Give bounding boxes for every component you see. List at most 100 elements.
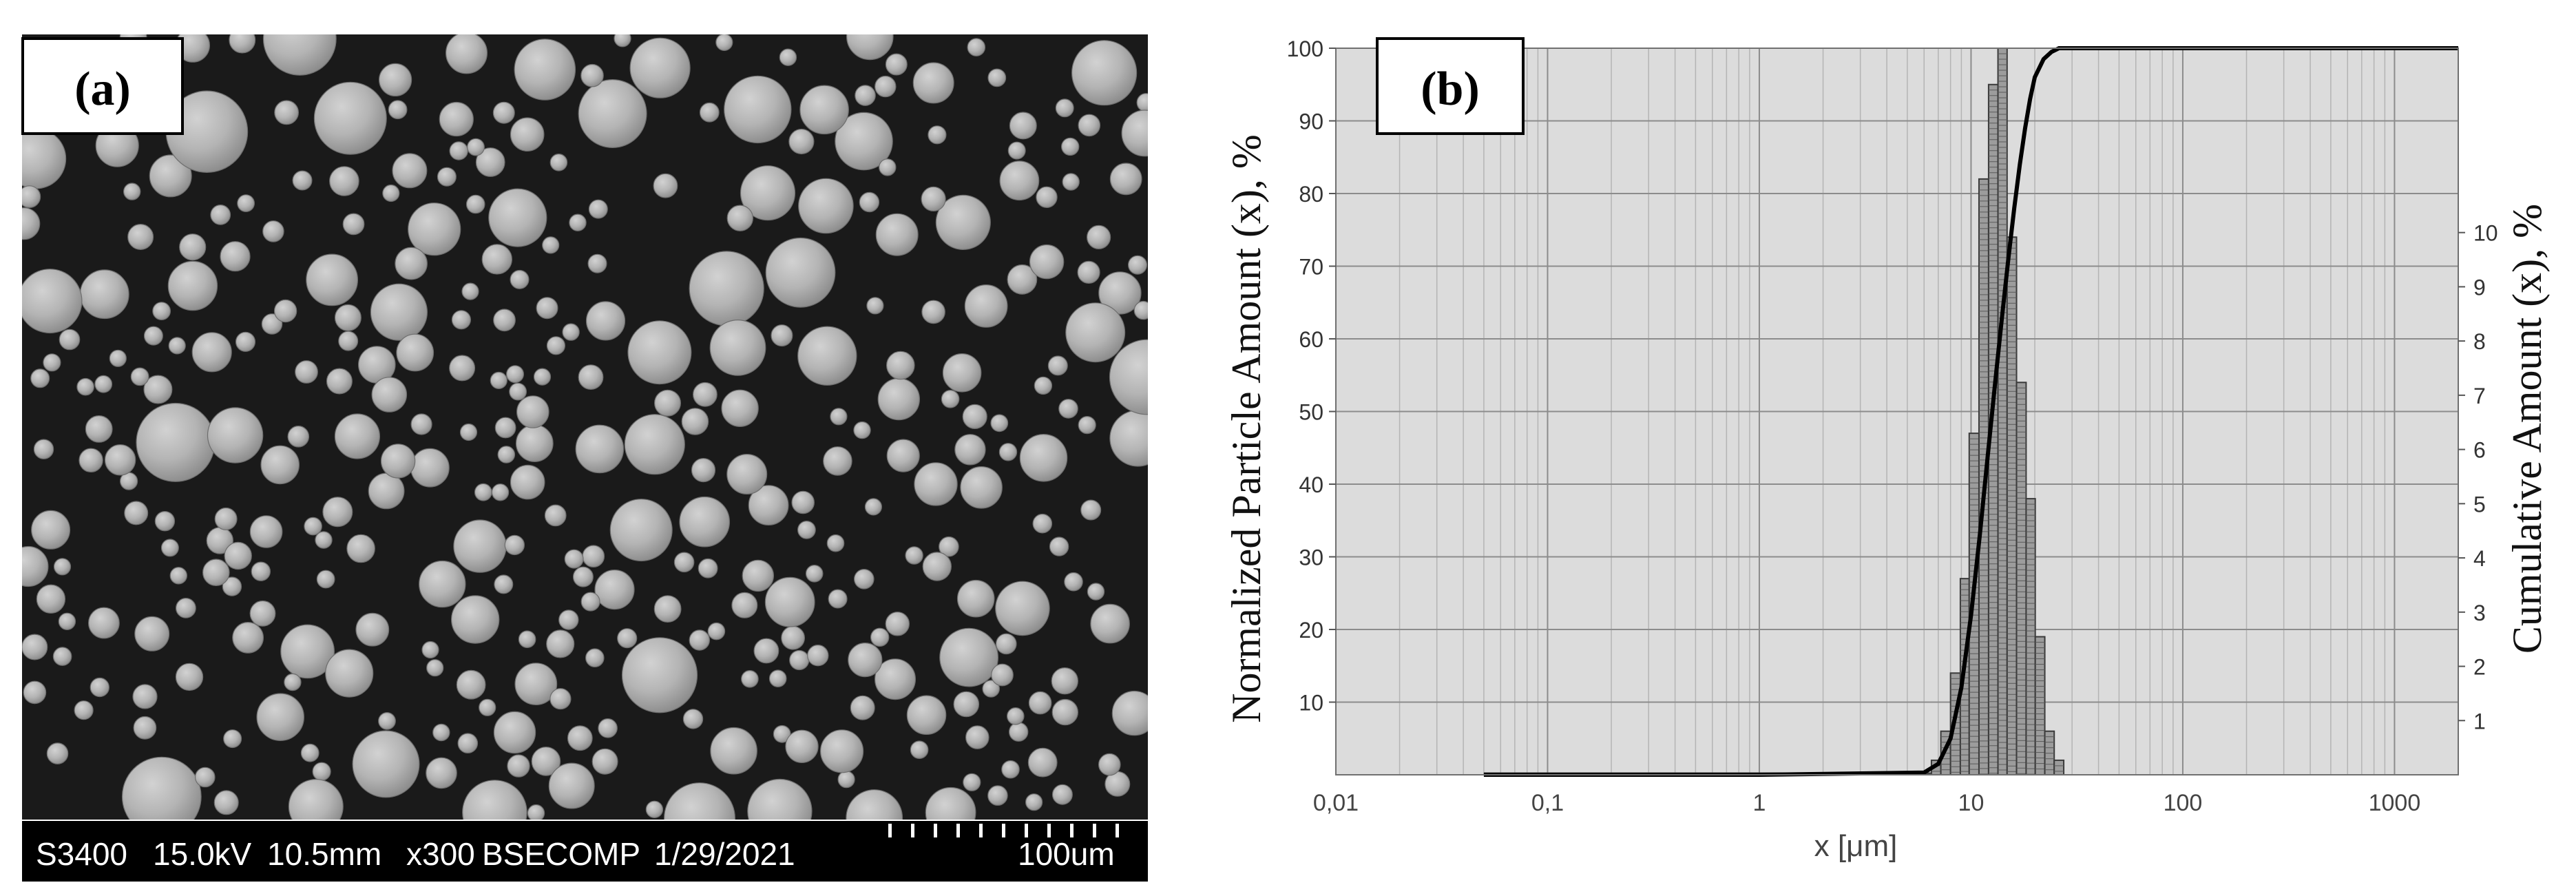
y2-axis-ticks: 1 2 3 4 5 6 7 8 9 10 (2458, 221, 2498, 733)
y-tick-label: 10 (1299, 691, 1323, 716)
powder-particle (133, 716, 157, 740)
powder-particle (575, 424, 625, 474)
powder-particle (598, 718, 618, 738)
powder-particle (288, 779, 344, 820)
powder-particle (497, 446, 516, 463)
powder-particle (76, 377, 94, 396)
powder-particle (710, 727, 757, 775)
powder-particle (169, 567, 187, 585)
powder-particle (819, 729, 864, 773)
powder-particle (764, 576, 815, 627)
powder-particle (1058, 399, 1078, 419)
powder-particle (942, 353, 982, 393)
powder-particle (287, 425, 310, 448)
powder-particle (536, 297, 558, 320)
powder-particle (885, 612, 910, 636)
powder-particle (437, 167, 457, 187)
powder-particle (510, 117, 545, 152)
powder-particle (249, 515, 283, 548)
y2-tick-label: 9 (2473, 275, 2486, 300)
powder-particle (446, 34, 488, 74)
powder-particle (488, 188, 547, 247)
powder-particle (624, 414, 685, 475)
powder-particle (516, 395, 549, 428)
powder-particle (726, 453, 768, 494)
powder-particle (220, 241, 251, 272)
powder-particle (223, 729, 242, 749)
y2-axis-label: Cumulative Amount (x), % (2504, 204, 2550, 654)
powder-particle (160, 539, 179, 557)
powder-particle (562, 323, 580, 341)
powder-particle (580, 592, 600, 612)
y-tick-label: 70 (1299, 255, 1323, 280)
powder-particle (781, 625, 805, 650)
powder-particle (585, 648, 605, 667)
powder-particle (681, 408, 709, 435)
powder-particle (578, 364, 604, 390)
powder-particle (36, 584, 66, 614)
panel-a-label-box (21, 37, 184, 135)
powder-particle (505, 365, 524, 384)
powder-particle (1080, 499, 1102, 521)
y2-tick-label: 2 (2473, 655, 2486, 680)
powder-particle (22, 207, 41, 240)
powder-particle (544, 504, 567, 527)
powder-particle (149, 154, 192, 198)
powder-particle (491, 483, 510, 501)
powder-particle (315, 531, 333, 549)
powder-particle (154, 511, 176, 532)
powder-particle (807, 645, 829, 667)
y-tick-label: 80 (1299, 182, 1323, 207)
powder-particle (614, 34, 631, 48)
powder-particles-image (22, 34, 1148, 820)
powder-particle (866, 297, 884, 315)
y2-tick-label: 8 (2473, 329, 2486, 354)
powder-particle (886, 439, 920, 472)
powder-particle (207, 407, 264, 463)
powder-particle (59, 329, 81, 351)
powder-particle (316, 570, 335, 589)
powder-particle (870, 627, 890, 647)
powder-particle (143, 326, 163, 346)
powder-particle (689, 251, 764, 326)
powder-particle (514, 39, 576, 101)
powder-particle (371, 377, 408, 413)
powder-particle (846, 34, 894, 61)
powder-particle (1007, 707, 1025, 725)
powder-particle (912, 62, 954, 104)
powder-particle (846, 789, 903, 820)
powder-particle (167, 260, 218, 311)
powder-particle (1009, 112, 1037, 140)
powder-particle (1127, 255, 1147, 275)
powder-particle (726, 205, 754, 231)
powder-particle (295, 360, 318, 384)
powder-particle (877, 377, 921, 421)
powder-particle (1051, 698, 1079, 726)
powder-particle (262, 34, 337, 76)
psd-panel: 10 20 30 40 50 60 70 80 90 100 1 2 3 4 5 6 7 8 9 10 0,01 0,… (1171, 0, 2576, 896)
powder-particle (395, 247, 428, 280)
powder-particle (123, 183, 141, 200)
powder-particle (724, 75, 792, 144)
powder-particle (960, 466, 1003, 509)
powder-particle (378, 63, 412, 97)
powder-particle (338, 331, 359, 351)
powder-particle (987, 785, 1008, 806)
powder-particle (346, 534, 375, 563)
powder-particle (1062, 173, 1080, 191)
powder-particle (124, 501, 149, 525)
powder-particle (274, 100, 300, 125)
powder-particle (569, 213, 587, 231)
powder-particle (300, 743, 320, 762)
powder-particle (322, 497, 353, 528)
scale-tick (888, 824, 892, 837)
powder-particle (132, 684, 158, 709)
y-axis-ticks: 10 20 30 40 50 60 70 80 90 100 (1287, 37, 1336, 716)
powder-particle (910, 740, 929, 759)
powder-particle (740, 165, 796, 221)
powder-particle (789, 649, 810, 671)
powder-particle (31, 510, 71, 550)
powder-particle (104, 444, 136, 476)
powder-particle (886, 351, 915, 380)
powder-particle (134, 616, 170, 652)
